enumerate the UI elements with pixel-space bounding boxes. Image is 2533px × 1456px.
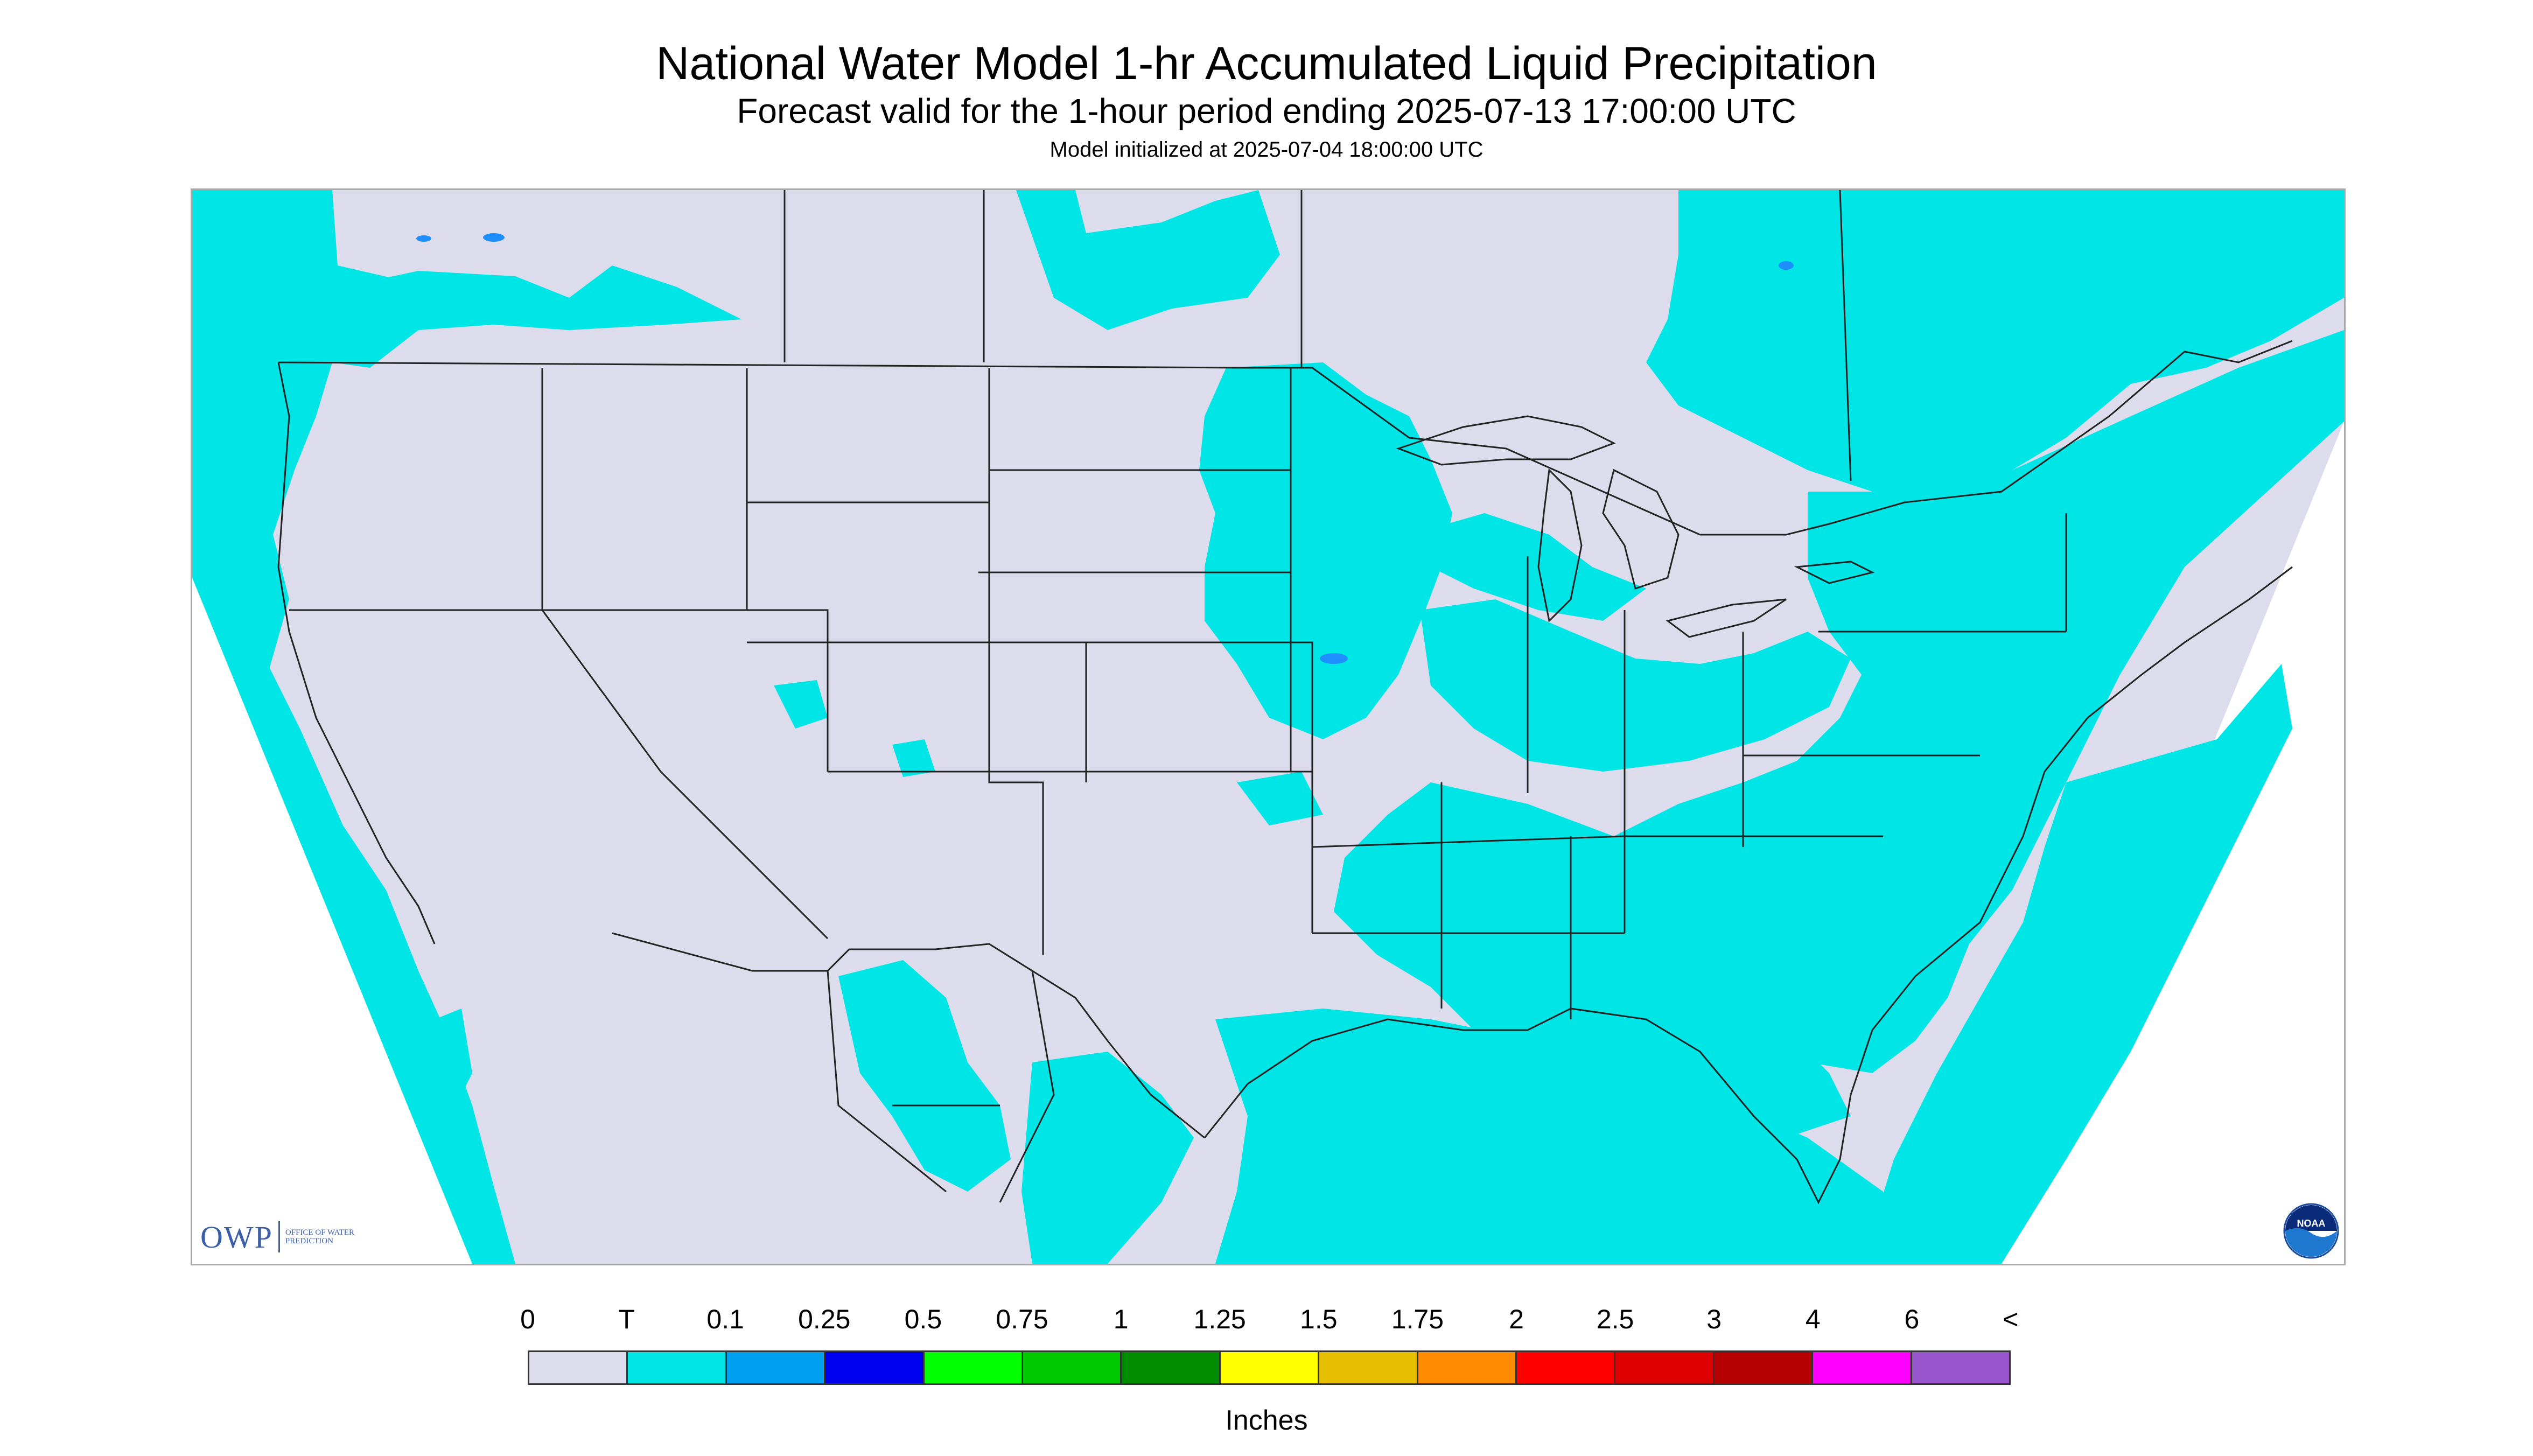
legend-label: T <box>618 1304 635 1334</box>
legend-swatch <box>1023 1352 1122 1383</box>
east-coastline <box>1850 566 2293 1095</box>
legend-swatch <box>1517 1352 1616 1383</box>
precip-pacific-nw <box>192 190 418 675</box>
forecast-valid-subtitle: Forecast valid for the 1-hour period end… <box>737 92 1796 130</box>
legend-label: 1.5 <box>1300 1304 1338 1334</box>
state-line-5 <box>988 368 1044 955</box>
lake-blob-2 <box>416 235 431 242</box>
lake-blob-4 <box>1779 261 1794 270</box>
legend-swatch <box>726 1352 826 1383</box>
legend-label: 4 <box>1805 1304 1821 1334</box>
precip-mexico-west <box>838 960 1011 1192</box>
owp-logo-text: OFFICE OF WATER PREDICTION <box>285 1228 354 1245</box>
legend-label: < <box>2003 1304 2019 1334</box>
state-line-10 <box>1086 641 1313 933</box>
map-canvas <box>192 190 2344 1264</box>
lake-blob-1 <box>483 233 505 242</box>
legend-swatch <box>1714 1352 1814 1383</box>
precip-mexico-central <box>1021 1052 1194 1264</box>
model-init-line: Model initialized at 2025-07-04 18:00:00… <box>1049 138 1484 162</box>
precip-colorado-cell <box>774 680 828 729</box>
legend-label: 0.5 <box>904 1304 942 1334</box>
precip-pacific-blob <box>408 1009 472 1116</box>
mexico-line-1 <box>827 970 947 1193</box>
lake-michigan <box>1537 468 1583 623</box>
legend-units: Inches <box>1225 1405 1308 1436</box>
legend-label: 0.75 <box>996 1304 1048 1334</box>
legend-swatch <box>529 1352 628 1383</box>
legend-label: 2.5 <box>1596 1304 1634 1334</box>
legend-label: 1.25 <box>1193 1304 1246 1334</box>
legend-swatch <box>1220 1352 1320 1383</box>
legend-label: 0.25 <box>798 1304 851 1334</box>
boundaries <box>277 190 2293 1205</box>
legend-swatch <box>1615 1352 1715 1383</box>
legend-labels: 0 T 0.1 0.25 0.5 0.75 1 1.25 1.5 1.75 2 2.5 3 4 6 < <box>0 1303 2533 1341</box>
legend-swatch <box>924 1352 1024 1383</box>
legend-colorbar <box>528 1350 2011 1385</box>
legend-label: 1.75 <box>1391 1304 1444 1334</box>
legend-swatch <box>825 1352 925 1383</box>
legend-label: 1 <box>1113 1304 1129 1334</box>
gulf-coastline <box>1203 1007 1852 1205</box>
lake-erie <box>1666 598 1787 638</box>
precip-trace-areas <box>192 190 2344 1264</box>
precip-bc-coast <box>343 265 741 330</box>
legend-swatch <box>1122 1352 1221 1383</box>
owp-logo-mark: OWP <box>200 1219 273 1255</box>
legend-swatch <box>1912 1352 2010 1383</box>
legend-swatch <box>1813 1352 1912 1383</box>
legend-label: 3 <box>1706 1304 1722 1334</box>
legend-label: 0.1 <box>706 1304 744 1334</box>
legend-swatch <box>1418 1352 1517 1383</box>
precip-nm-cell <box>892 739 935 777</box>
precip-gulf <box>1215 1009 1915 1264</box>
us-canada-border <box>278 340 2293 536</box>
state-line-1 <box>541 368 829 940</box>
owp-logo: OWP OFFICE OF WATER PREDICTION <box>200 1218 366 1256</box>
lake-blob-3 <box>1320 653 1348 664</box>
legend-swatch <box>628 1352 727 1383</box>
legend-label: 0 <box>520 1304 535 1334</box>
precipitation-map <box>191 188 2346 1265</box>
lake-ontario <box>1794 561 1875 584</box>
legend-swatch <box>1319 1352 1418 1383</box>
state-line-3 <box>661 609 829 772</box>
precip-atlantic-offshore <box>1862 664 2292 1264</box>
us-mexico-border <box>612 932 1205 1139</box>
noaa-logo-icon: NOAA <box>2283 1203 2339 1259</box>
owp-logo-divider <box>278 1221 280 1252</box>
precip-ok-cell <box>1237 772 1323 825</box>
precip-prairies-north <box>1016 190 1280 330</box>
province-line-4 <box>1839 190 1852 481</box>
legend-label: 2 <box>1509 1304 1524 1334</box>
precip-quebec <box>1646 190 2344 492</box>
lake-superior <box>1396 415 1616 466</box>
precip-upper-midwest <box>1199 362 1452 739</box>
map-title: National Water Model 1-hr Accumulated Li… <box>656 38 1877 89</box>
mexico-line-2 <box>999 970 1055 1203</box>
noaa-logo-text: NOAA <box>2297 1218 2326 1229</box>
lake-huron <box>1602 468 1680 590</box>
legend-label: 6 <box>1904 1304 1920 1334</box>
water-bodies <box>416 233 1794 664</box>
west-coastline <box>277 362 436 944</box>
precip-northeast <box>1571 330 2344 1073</box>
